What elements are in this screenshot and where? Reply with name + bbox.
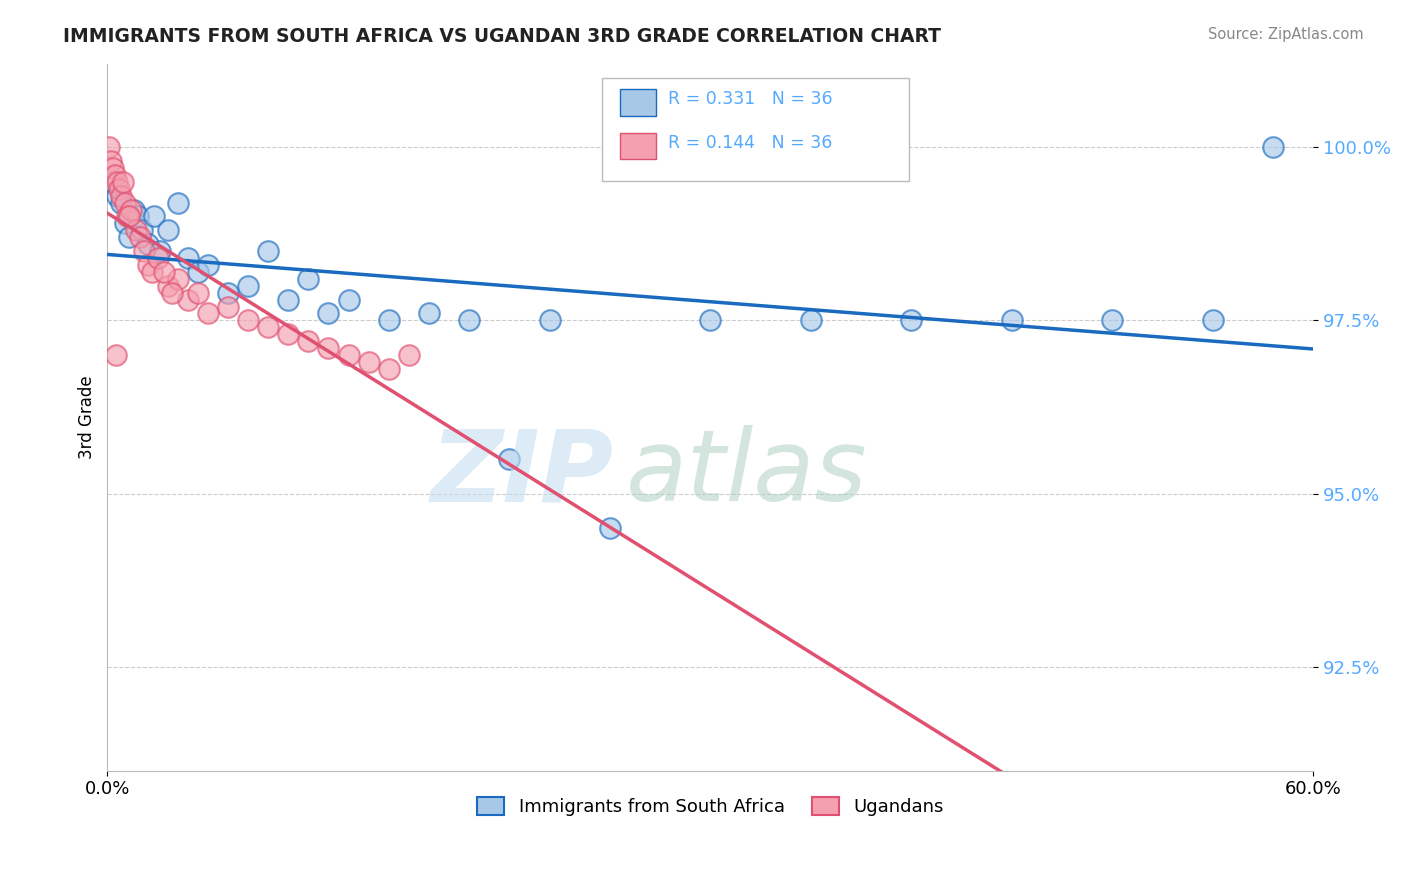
Point [98,140,121,154]
Bar [620,133,657,160]
Point [103,175,125,189]
Point [458,313,481,327]
Point [166,272,188,286]
Text: R = 0.144   N = 36: R = 0.144 N = 36 [668,134,832,153]
Point [538,313,561,327]
Legend: Immigrants from South Africa, Ugandans: Immigrants from South Africa, Ugandans [468,788,953,825]
Point [236,313,259,327]
Point [100,154,122,169]
Point [132,244,155,259]
Point [1001,313,1024,327]
Point [114,216,136,230]
Point [127,210,149,224]
Bar [620,89,657,116]
Point [104,168,127,182]
Point [236,278,259,293]
Point [377,313,399,327]
Point [103,161,125,175]
Point [277,293,299,307]
Point [187,285,209,300]
Point [197,306,219,320]
Point [257,320,280,334]
Point [398,348,420,362]
Point [177,293,200,307]
Text: Source: ZipAtlas.com: Source: ZipAtlas.com [1208,27,1364,42]
Text: atlas: atlas [626,425,868,523]
Point [166,195,188,210]
Point [117,210,139,224]
Point [107,188,129,202]
Point [177,251,200,265]
Point [217,285,239,300]
Point [156,278,179,293]
Point [110,195,132,210]
Point [337,348,360,362]
Point [337,293,360,307]
Point [277,327,299,342]
Point [318,341,340,355]
Point [124,223,146,237]
Point [128,230,150,244]
Point [121,202,143,217]
Point [187,265,209,279]
Text: ZIP: ZIP [430,425,614,523]
Point [142,210,165,224]
Point [1261,140,1284,154]
FancyBboxPatch shape [602,78,910,181]
Point [146,251,169,265]
Point [152,265,174,279]
Point [136,237,159,252]
Point [217,300,239,314]
Point [131,223,153,237]
Point [118,210,141,224]
Point [498,452,520,467]
Point [1202,313,1225,327]
Point [110,188,132,202]
Point [114,195,136,210]
Point [118,230,141,244]
Point [418,306,440,320]
Point [156,223,179,237]
Text: R = 0.331   N = 36: R = 0.331 N = 36 [668,90,832,109]
Point [105,348,128,362]
Point [136,258,159,272]
Point [599,521,621,535]
Point [800,313,823,327]
Point [107,175,129,189]
Point [297,272,319,286]
Point [297,334,319,348]
Point [900,313,922,327]
Text: IMMIGRANTS FROM SOUTH AFRICA VS UGANDAN 3RD GRADE CORRELATION CHART: IMMIGRANTS FROM SOUTH AFRICA VS UGANDAN … [63,27,941,45]
Point [197,258,219,272]
Point [257,244,280,259]
Point [699,313,721,327]
Y-axis label: 3rd Grade: 3rd Grade [79,376,96,459]
Point [141,265,163,279]
Point [160,285,183,300]
Point [149,244,172,259]
Point [318,306,340,320]
Point [122,202,145,217]
Point [1101,313,1123,327]
Point [108,182,131,196]
Point [112,175,135,189]
Point [377,362,399,376]
Point [357,355,380,369]
